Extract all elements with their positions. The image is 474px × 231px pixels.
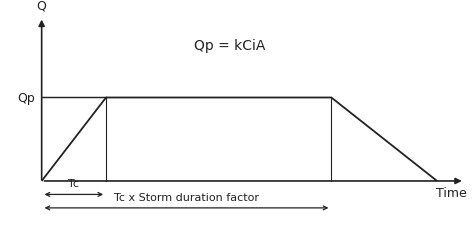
- Text: Q: Q: [36, 0, 46, 12]
- Text: Tc: Tc: [68, 179, 79, 188]
- Text: Tc x Storm duration factor: Tc x Storm duration factor: [114, 192, 259, 202]
- Text: Qp = kCiA: Qp = kCiA: [194, 39, 266, 53]
- Text: Qp: Qp: [17, 92, 35, 105]
- Text: Time: Time: [436, 187, 467, 200]
